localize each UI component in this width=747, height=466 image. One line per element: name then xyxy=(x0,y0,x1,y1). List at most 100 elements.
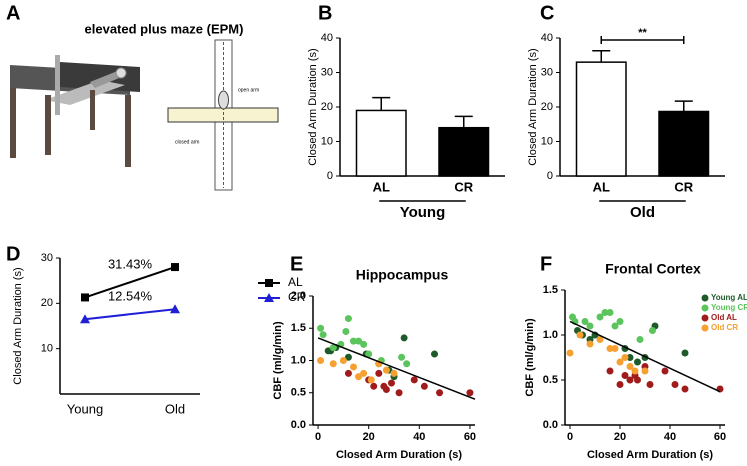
scatter-point xyxy=(329,344,337,352)
scatter-point xyxy=(344,369,352,377)
y-axis-label: Closed Arm Duration (s) xyxy=(307,48,319,165)
y-tick-label: 20 xyxy=(541,101,553,113)
scatter-point xyxy=(616,358,624,366)
point-marker xyxy=(170,304,180,314)
maze-illustration xyxy=(10,39,279,191)
scatter-point xyxy=(344,353,352,361)
x-tick-label: CR xyxy=(674,179,693,194)
scatter-point xyxy=(360,340,368,348)
scatter-point xyxy=(342,327,350,335)
scatter-point xyxy=(671,381,679,388)
significance-bracket xyxy=(600,36,685,44)
scatter-point xyxy=(436,389,444,397)
x-axis-label: Closed Arm Duration (s) xyxy=(336,449,462,461)
scatter-point xyxy=(581,318,589,325)
y-tick-label: 10 xyxy=(41,343,53,355)
scatter-point xyxy=(431,350,438,358)
legend-label: AL xyxy=(288,275,303,289)
bar xyxy=(658,110,710,177)
y-tick-label: 0 xyxy=(547,170,553,182)
scatter-point xyxy=(420,382,428,390)
scatter-point xyxy=(641,367,649,375)
x-axis-label: Closed Arm Duration (s) xyxy=(587,449,713,461)
y-tick-label: 0 xyxy=(327,170,333,182)
bar xyxy=(355,109,407,177)
maze-label: closed arm xyxy=(175,139,199,145)
significance-label: ** xyxy=(638,27,647,39)
x-tick-label: Old xyxy=(165,401,185,416)
scatter-point xyxy=(626,376,634,384)
y-tick-label: 0.5 xyxy=(291,387,306,399)
scatter-point xyxy=(616,318,624,325)
x-tick-label: Young xyxy=(67,401,103,416)
scatter-point xyxy=(350,337,357,345)
scatter-point xyxy=(367,376,375,384)
legend-label: Old CR xyxy=(711,323,738,332)
y-axis-label: Closed Arm Duration (s) xyxy=(527,48,539,165)
scatter-point xyxy=(681,385,689,393)
y-axis-label: CBF (ml/g/min) xyxy=(524,318,536,397)
scatter-point xyxy=(634,376,641,384)
x-tick-label: 0 xyxy=(567,431,573,443)
y-tick-label: 0.5 xyxy=(543,374,558,386)
x-tick-label: 20 xyxy=(614,431,626,443)
scatter-point xyxy=(317,357,325,364)
series-line xyxy=(84,308,176,321)
scatter-point xyxy=(355,373,363,381)
y-tick-label: 30 xyxy=(321,66,333,78)
scatter-point xyxy=(329,360,337,368)
y-tick-label: 10 xyxy=(541,135,553,147)
bar xyxy=(575,61,627,177)
x-tick-label: 0 xyxy=(315,431,321,443)
annotation: 31.43% xyxy=(108,257,153,272)
legend-label: Young AL xyxy=(711,293,747,302)
scatter-point xyxy=(466,389,474,397)
y-tick-label: 40 xyxy=(541,32,553,44)
x-tick-label: 20 xyxy=(363,431,375,443)
scatter-point xyxy=(596,313,604,321)
fit-line xyxy=(317,337,476,400)
y-tick-label: 1.5 xyxy=(291,322,306,334)
scatter-point xyxy=(344,315,352,323)
scatter-point xyxy=(382,386,390,394)
scatter-point xyxy=(634,358,641,366)
scatter-point xyxy=(636,336,644,343)
panel-letter: D xyxy=(6,243,20,265)
scatter-point xyxy=(626,363,634,370)
scatter-point xyxy=(382,366,390,374)
legend-label: CR xyxy=(288,290,306,304)
scatter-point xyxy=(646,381,654,388)
chart-title: Frontal Cortex xyxy=(605,261,701,277)
bar xyxy=(438,126,490,177)
scatter-point xyxy=(606,345,614,352)
legend-marker xyxy=(264,293,274,302)
scatter-point xyxy=(616,381,624,388)
panel-letter: A xyxy=(6,2,20,24)
scatter-point xyxy=(400,334,408,342)
panel-letter: E xyxy=(290,253,303,275)
panel-letter: B xyxy=(318,2,332,24)
error-bar xyxy=(372,96,391,111)
x-tick-label: 60 xyxy=(714,431,726,443)
scatter-point xyxy=(576,331,584,339)
scatter-point xyxy=(365,350,373,358)
scatter-point xyxy=(410,376,418,384)
panel-title: elevated plus maze (EPM) xyxy=(85,21,244,36)
scatter-point xyxy=(339,357,347,364)
scatter-point xyxy=(631,367,639,375)
scatter-point xyxy=(621,372,629,379)
scatter-point xyxy=(586,322,594,330)
y-axis-label: Closed Arm Duration (s) xyxy=(12,267,24,384)
x-tick-label: AL xyxy=(373,179,390,194)
x-tick-label: 40 xyxy=(413,431,425,443)
scatter-point xyxy=(566,349,574,357)
scatter-point xyxy=(387,379,395,387)
legend-label: Old AL xyxy=(711,313,737,322)
error-bar xyxy=(592,50,611,63)
scatter-point xyxy=(390,369,398,377)
scatter-point xyxy=(586,340,594,348)
scatter-point xyxy=(606,367,614,375)
scatter-point xyxy=(626,354,634,361)
x-tick-label: CR xyxy=(454,179,473,194)
